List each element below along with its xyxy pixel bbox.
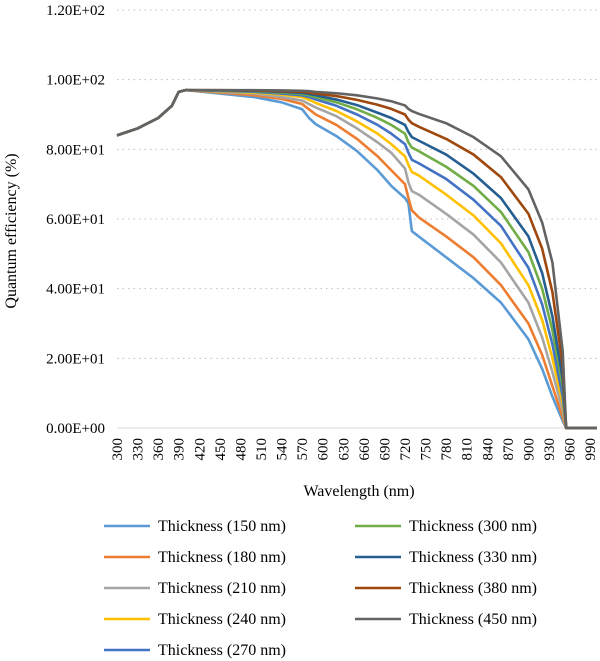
legend-item: Thickness (450 nm)	[355, 611, 537, 628]
x-tick-label: 330	[131, 438, 147, 461]
y-tick-label: 8.00E+01	[46, 142, 105, 158]
series-line-4	[116, 88, 597, 430]
legend-label: Thickness (380 nm)	[409, 580, 537, 597]
series-line-7	[116, 88, 597, 430]
x-tick-label: 390	[172, 438, 188, 461]
legend-label: Thickness (150 nm)	[158, 518, 286, 535]
y-tick-label: 4.00E+01	[46, 282, 105, 298]
legend-item: Thickness (240 nm)	[104, 611, 286, 628]
x-tick-label: 990	[583, 438, 599, 461]
x-tick-label: 450	[213, 438, 229, 461]
x-tick-label: 780	[439, 438, 455, 461]
legend-item: Thickness (150 nm)	[104, 518, 286, 535]
legend-item: Thickness (300 nm)	[355, 518, 537, 535]
x-tick-label: 750	[419, 438, 435, 461]
x-tick-label: 870	[501, 438, 517, 461]
legend-item: Thickness (180 nm)	[104, 549, 286, 566]
legend-label: Thickness (240 nm)	[158, 611, 286, 628]
y-tick-label: 1.00E+02	[46, 73, 105, 89]
legend-item: Thickness (380 nm)	[355, 580, 537, 597]
legend-label: Thickness (300 nm)	[409, 518, 537, 535]
x-tick-label: 480	[233, 438, 249, 461]
x-tick-label: 930	[542, 438, 558, 461]
y-tick-label: 1.20E+02	[46, 3, 105, 19]
x-axis-title: Wavelength (nm)	[303, 483, 414, 500]
legend-item: Thickness (330 nm)	[355, 549, 537, 566]
series-line-2	[116, 88, 597, 430]
y-tick-label: 0.00E+00	[46, 421, 105, 437]
x-tick-label: 900	[521, 438, 537, 461]
x-tick-label: 570	[295, 438, 311, 461]
series-line-8	[116, 88, 597, 430]
x-tick-label: 510	[254, 438, 270, 461]
legend-label: Thickness (450 nm)	[409, 611, 537, 628]
series-line-3	[116, 88, 597, 430]
legend-item: Thickness (210 nm)	[104, 580, 286, 597]
x-tick-label: 360	[151, 438, 167, 461]
x-tick-label: 720	[398, 438, 414, 461]
x-tick-label: 660	[357, 438, 373, 461]
legend-item: Thickness (270 nm)	[104, 642, 286, 659]
legend-label: Thickness (180 nm)	[158, 549, 286, 566]
series-lines	[116, 88, 597, 430]
x-tick-label: 630	[336, 438, 352, 461]
x-tick-label: 960	[563, 438, 579, 461]
legend: Thickness (150 nm) Thickness (180 nm) Thic…	[104, 518, 537, 659]
series-line-5	[116, 88, 597, 430]
x-tick-label: 420	[192, 438, 208, 461]
x-tick-label: 300	[110, 438, 126, 461]
x-tick-label: 840	[480, 438, 496, 461]
x-tick-label: 810	[460, 438, 476, 461]
series-line-1	[116, 88, 597, 430]
x-axis-tick-labels: 300 330 360 390 420 450 480 510 540 570 600 630 660 6…	[110, 438, 599, 461]
y-tick-label: 6.00E+01	[46, 212, 105, 228]
legend-label: Thickness (270 nm)	[158, 642, 286, 659]
y-tick-label: 2.00E+01	[46, 351, 105, 367]
y-axis-tick-labels: 0.00E+00 2.00E+01 4.00E+01 6.00E+01 8.00E+01…	[46, 3, 105, 437]
x-tick-label: 600	[316, 438, 332, 461]
series-line-6	[116, 88, 597, 430]
legend-label: Thickness (330 nm)	[409, 549, 537, 566]
series-line-9	[116, 88, 597, 430]
x-tick-label: 690	[377, 438, 393, 461]
legend-label: Thickness (210 nm)	[158, 580, 286, 597]
y-axis-title: Quantum efficiency (%)	[3, 153, 20, 308]
x-tick-label: 540	[275, 438, 291, 461]
